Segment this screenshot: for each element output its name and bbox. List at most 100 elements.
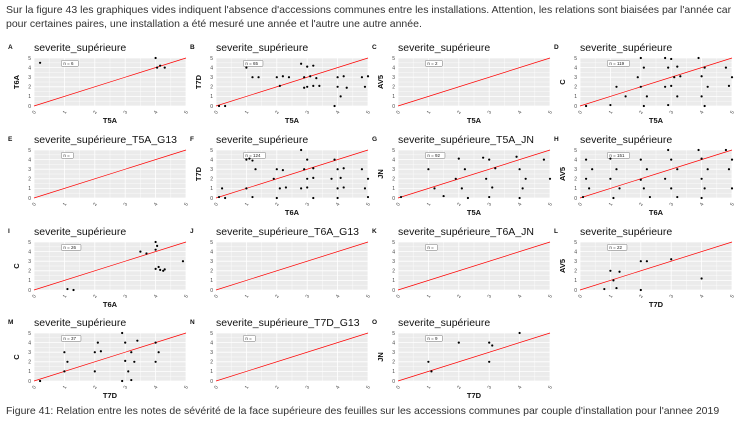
data-point — [275, 196, 278, 200]
data-point — [257, 76, 260, 79]
n-label-box — [61, 335, 82, 342]
y-tick-label: 1 — [574, 94, 577, 100]
y-tick-label: 5 — [392, 331, 395, 337]
data-point — [615, 286, 618, 290]
y-tick-label: 5 — [28, 56, 31, 62]
data-point — [251, 159, 254, 162]
x-tick-label: 5 — [183, 294, 190, 300]
n-label-box — [607, 60, 630, 67]
data-point — [673, 76, 676, 79]
x-tick-label: 4 — [699, 294, 706, 300]
y-tick-label: 0 — [392, 379, 395, 385]
y-axis-title: C — [558, 79, 567, 85]
n-label: n = 65 — [245, 61, 258, 66]
data-point — [700, 75, 703, 78]
y-tick-label: 3 — [574, 75, 577, 81]
data-point — [154, 56, 157, 60]
y-tick-label: 1 — [574, 186, 577, 192]
data-point — [63, 370, 66, 373]
data-point — [306, 177, 309, 180]
x-tick-label: 3 — [669, 110, 676, 116]
data-point — [485, 177, 488, 180]
y-axis-title: AV5 — [558, 259, 567, 273]
y-tick-label: 2 — [210, 177, 213, 183]
x-tick-label: 3 — [305, 385, 312, 391]
panel-title: severite_supérieure_T5A_G13 — [34, 134, 177, 146]
y-tick-label: 0 — [28, 379, 31, 385]
data-point — [727, 168, 731, 171]
x-axis-title: T5A — [285, 116, 300, 125]
data-point — [730, 76, 734, 79]
data-point — [157, 265, 160, 269]
data-point — [342, 167, 345, 170]
panel-letter: C — [372, 44, 377, 51]
x-tick-label: 5 — [547, 202, 554, 208]
x-tick-label: 2 — [92, 294, 99, 300]
panel-letter: L — [554, 228, 558, 235]
panel-title: severite_supérieure — [216, 134, 308, 146]
x-tick-label: 3 — [487, 294, 494, 300]
x-tick-label: 0 — [213, 294, 220, 300]
data-point — [312, 196, 315, 200]
data-point — [670, 57, 673, 61]
y-tick-label: 2 — [28, 360, 31, 366]
x-tick-label: 5 — [729, 110, 736, 116]
y-tick-label: 3 — [392, 350, 395, 356]
panel-letter: H — [554, 136, 559, 143]
data-point — [300, 62, 303, 65]
data-point — [433, 187, 436, 190]
y-tick-label: 0 — [210, 196, 213, 202]
data-point — [676, 195, 679, 199]
data-point — [697, 148, 700, 152]
data-point — [336, 196, 339, 200]
x-tick-label: 3 — [487, 385, 494, 391]
n-label: n = — [245, 336, 252, 341]
data-point — [306, 65, 309, 68]
y-tick-label: 4 — [392, 249, 395, 255]
y-tick-label: 2 — [392, 269, 395, 275]
y-tick-label: 5 — [210, 240, 213, 246]
data-point — [139, 250, 142, 253]
x-tick-label: 1 — [62, 202, 69, 208]
n-label: n = — [427, 245, 434, 250]
data-point — [245, 187, 248, 190]
data-point — [457, 157, 460, 160]
y-tick-label: 3 — [574, 167, 577, 173]
x-tick-label: 0 — [395, 202, 402, 208]
data-point — [130, 378, 133, 382]
data-point — [642, 104, 645, 108]
n-label: n = 6 — [63, 61, 74, 66]
y-tick-label: 3 — [392, 75, 395, 81]
n-label: n = 37 — [63, 336, 76, 341]
y-tick-label: 3 — [28, 167, 31, 173]
y-tick-label: 0 — [574, 196, 577, 202]
identity-line — [397, 332, 551, 382]
x-tick-label: 4 — [153, 294, 160, 300]
x-tick-label: 4 — [517, 202, 524, 208]
data-point — [491, 344, 494, 347]
data-point — [488, 341, 491, 344]
data-point — [360, 76, 364, 79]
data-point — [154, 341, 157, 344]
n-label: n = 9 — [427, 336, 438, 341]
y-tick-label: 0 — [210, 288, 213, 294]
x-tick-label: 1 — [426, 294, 433, 300]
identity-line — [397, 241, 551, 291]
data-point — [248, 157, 251, 160]
data-point — [366, 177, 370, 180]
data-point — [615, 85, 618, 88]
data-point — [306, 158, 309, 161]
data-point — [156, 66, 159, 69]
data-point — [63, 351, 66, 354]
data-point — [224, 196, 227, 200]
x-tick-label: 4 — [153, 202, 160, 208]
data-point — [488, 158, 491, 161]
x-tick-label: 0 — [31, 294, 38, 300]
x-tick-label: 0 — [213, 385, 220, 391]
data-point — [639, 85, 642, 88]
n-label-box — [243, 152, 266, 159]
x-axis-title: T5A — [649, 116, 664, 125]
x-tick-label: 5 — [547, 294, 554, 300]
